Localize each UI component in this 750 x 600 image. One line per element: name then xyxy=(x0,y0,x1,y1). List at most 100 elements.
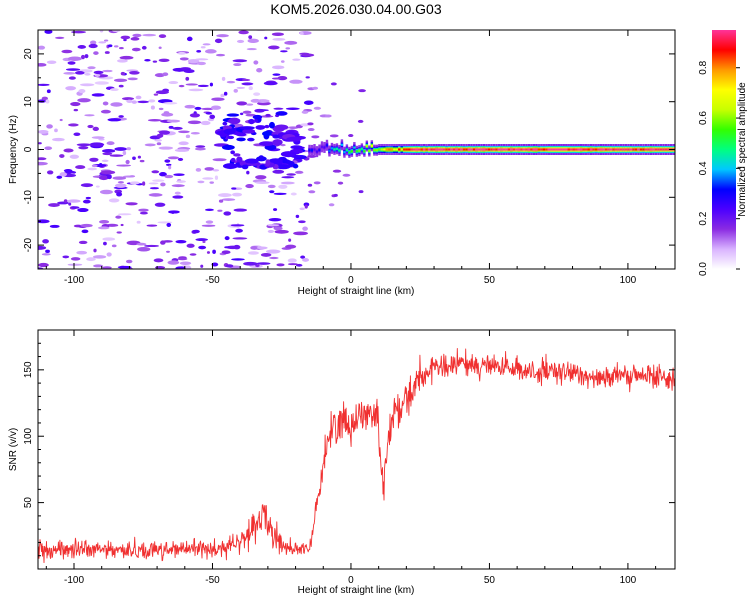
carrier-cell xyxy=(420,148,423,151)
noise-speck xyxy=(76,143,92,147)
noise-speck xyxy=(67,61,76,65)
cluster-speck xyxy=(228,117,241,125)
carrier-cell xyxy=(350,150,354,153)
cluster-speck xyxy=(236,156,243,163)
noise-speck xyxy=(305,76,310,79)
noise-speck xyxy=(114,147,128,151)
carrier-cell xyxy=(649,148,653,151)
snr-y-label: SNR (v/v) xyxy=(8,428,19,471)
noise-speck xyxy=(144,58,151,62)
noise-speck xyxy=(307,122,314,126)
noise-speck xyxy=(292,58,301,61)
noise-speck xyxy=(44,30,53,34)
carrier-cell xyxy=(637,148,640,151)
noise-speck xyxy=(192,229,200,234)
noise-speck xyxy=(253,92,261,96)
carrier-cell xyxy=(365,144,369,148)
cluster-speck xyxy=(262,131,272,137)
noise-speck xyxy=(217,209,223,212)
carrier-cell xyxy=(323,146,326,149)
cluster-speck xyxy=(226,113,240,117)
noise-speck xyxy=(54,36,65,40)
noise-speck xyxy=(158,146,174,150)
carrier-cell xyxy=(502,148,506,151)
noise-speck xyxy=(87,124,94,129)
carrier-cell xyxy=(589,148,593,151)
noise-speck xyxy=(233,63,242,67)
noise-speck xyxy=(90,40,97,45)
noise-speck xyxy=(97,226,110,230)
carrier-cell xyxy=(432,148,436,151)
noise-speck xyxy=(117,213,132,216)
noise-speck xyxy=(177,257,188,261)
noise-speck xyxy=(70,206,80,209)
noise-speck xyxy=(120,35,131,40)
carrier-cell xyxy=(577,148,580,151)
carrier-cell xyxy=(667,148,670,151)
noise-speck xyxy=(104,51,110,54)
noise-speck xyxy=(73,132,81,137)
noise-speck xyxy=(59,118,63,122)
noise-speck xyxy=(236,39,245,43)
noise-speck xyxy=(99,220,110,224)
noise-speck xyxy=(209,114,216,120)
carrier-cell xyxy=(599,148,603,151)
noise-speck xyxy=(178,141,189,146)
noise-speck xyxy=(194,147,206,151)
noise-speck xyxy=(117,265,132,269)
x-tick-label: 0 xyxy=(348,275,354,286)
colorbar-tick-label: 0.0 xyxy=(698,262,709,276)
noise-speck xyxy=(146,224,158,227)
carrier-cell xyxy=(647,148,650,151)
noise-speck xyxy=(358,89,366,93)
noise-speck xyxy=(46,170,54,175)
noise-speck xyxy=(285,47,291,50)
noise-speck xyxy=(289,79,303,84)
carrier-cell xyxy=(375,149,379,152)
noise-speck xyxy=(93,70,104,75)
noise-speck xyxy=(38,45,46,50)
carrier-cell xyxy=(495,148,498,151)
carrier-cell xyxy=(545,148,548,151)
noise-speck xyxy=(201,224,216,227)
noise-speck xyxy=(149,187,160,190)
noise-speck xyxy=(131,100,138,104)
carrier-cell xyxy=(597,148,600,151)
noise-speck xyxy=(223,211,232,216)
noise-speck xyxy=(178,130,190,134)
noise-speck xyxy=(94,81,109,85)
carrier-cell xyxy=(318,148,321,152)
noise-speck xyxy=(65,68,81,71)
carrier-cell xyxy=(522,148,526,151)
noise-speck xyxy=(295,170,304,174)
noise-speck xyxy=(204,49,217,54)
noise-speck xyxy=(118,84,124,88)
noise-speck xyxy=(256,262,271,265)
noise-speck xyxy=(218,193,232,198)
noise-speck xyxy=(198,245,207,250)
noise-speck xyxy=(276,263,285,267)
noise-speck xyxy=(148,182,159,185)
noise-speck xyxy=(267,229,275,233)
spectrogram-x-label: Height of straight line (km) xyxy=(298,286,415,297)
noise-speck xyxy=(273,192,287,195)
carrier-cell xyxy=(385,148,388,151)
noise-speck xyxy=(222,121,228,126)
noise-speck xyxy=(268,218,282,222)
noise-speck xyxy=(225,264,234,268)
noise-speck xyxy=(67,263,83,266)
noise-speck xyxy=(204,167,215,171)
noise-speck xyxy=(46,60,57,64)
noise-speck xyxy=(312,86,319,90)
carrier-cell xyxy=(512,148,516,151)
noise-speck xyxy=(92,126,99,132)
noise-speck xyxy=(255,181,270,185)
noise-speck xyxy=(221,250,231,255)
cluster-speck xyxy=(245,158,259,164)
noise-speck xyxy=(168,210,180,214)
carrier-cell xyxy=(652,148,655,151)
noise-speck xyxy=(142,181,146,186)
carrier-cell xyxy=(629,148,633,151)
carrier-cell xyxy=(485,148,488,151)
noise-speck xyxy=(236,101,248,106)
